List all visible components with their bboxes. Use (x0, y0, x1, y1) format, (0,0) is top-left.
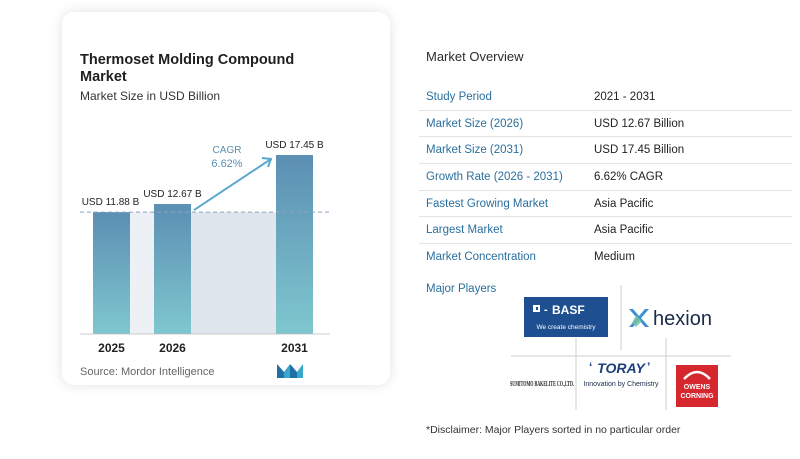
sumitomo-name: SUMITOMO BAKELITE CO.,LTD. (510, 380, 574, 388)
toray-logo: TORAY ‘ ’ Innovation by Chemistry (583, 360, 659, 388)
bar-2025 (93, 212, 130, 334)
major-players-logos: - BASF We create chemistry hexion SUMITO… (510, 285, 731, 410)
row-label: Fastest Growing Market (426, 197, 549, 210)
toray-name: TORAY (597, 360, 646, 376)
overview-title: Market Overview (426, 49, 524, 64)
overview-row-largest-market: Largest Market Asia Pacific (419, 217, 792, 245)
hexion-logo: hexion (629, 308, 712, 330)
svg-text:CORNING: CORNING (680, 393, 714, 400)
chart-card: Thermoset Molding Compound Market Market… (62, 12, 390, 385)
svg-text:’: ’ (647, 360, 650, 374)
disclaimer-text: *Disclaimer: Major Players sorted in no … (426, 424, 681, 436)
overview-row-market-size-2031: Market Size (2031) USD 17.45 Billion (419, 137, 792, 165)
row-value: 6.62% CAGR (594, 170, 664, 183)
row-value: USD 12.67 Billion (594, 117, 685, 130)
svg-text:‘: ‘ (589, 360, 592, 374)
cagr-value: 6.62% (211, 158, 242, 170)
bar-2031 (276, 155, 313, 334)
overview-table: Study Period 2021 - 2031 Market Size (20… (419, 84, 792, 271)
row-label: Largest Market (426, 224, 503, 237)
cagr-label: CAGR (213, 145, 242, 156)
tick-label-2026: 2026 (159, 341, 186, 355)
cagr-arrow (193, 158, 272, 211)
svg-text:-: - (544, 304, 548, 316)
overview-row-study-period: Study Period 2021 - 2031 (419, 84, 792, 111)
overview-row-growth-rate: Growth Rate (2026 - 2031) 6.62% CAGR (419, 164, 792, 191)
major-players-label: Major Players (426, 283, 497, 295)
row-label: Market Size (2031) (426, 144, 524, 157)
mordor-intelligence-logo (277, 364, 303, 383)
row-label: Study Period (426, 90, 492, 103)
basf-name: BASF (552, 303, 585, 317)
sumitomo-logo: SUMITOMO BAKELITE CO.,LTD. (510, 380, 574, 388)
row-label: Growth Rate (2026 - 2031) (426, 170, 563, 183)
data-label-2031: USD 17.45 B (265, 140, 324, 151)
row-value: Asia Pacific (594, 197, 654, 210)
source-note: Source: Mordor Intelligence (80, 366, 215, 378)
toray-tagline: Innovation by Chemistry (583, 381, 659, 388)
chart-subtitle: Market Size in USD Billion (80, 89, 221, 103)
cagr-arrowhead (261, 157, 273, 168)
owens-corning-logo: OWENS CORNING (676, 365, 718, 407)
row-label: Market Concentration (426, 251, 536, 264)
overview-row-fastest-growing: Fastest Growing Market Asia Pacific (419, 191, 792, 218)
basf-logo: - BASF We create chemistry (524, 297, 608, 337)
row-value: Medium (594, 251, 635, 264)
row-value: 2021 - 2031 (594, 90, 656, 103)
data-label-2026: USD 12.67 B (143, 189, 202, 200)
tick-label-2025: 2025 (98, 341, 125, 355)
market-overview-panel: Market Overview Study Period 2021 - 2031… (406, 0, 800, 459)
basf-tagline: We create chemistry (536, 324, 596, 331)
overview-row-market-size-2026: Market Size (2026) USD 12.67 Billion (419, 111, 792, 138)
tick-label-2031: 2031 (281, 341, 308, 355)
row-value: USD 17.45 Billion (594, 144, 685, 157)
row-label: Market Size (2026) (426, 117, 524, 130)
overview-row-concentration: Market Concentration Medium (419, 244, 792, 271)
row-value: Asia Pacific (594, 224, 654, 237)
gap-band (130, 212, 154, 334)
hexion-name: hexion (653, 308, 712, 330)
growth-band (191, 212, 276, 334)
svg-text:OWENS: OWENS (684, 384, 711, 391)
bar-2026 (154, 204, 191, 334)
chart-title: Thermoset Molding Compound Market (80, 52, 295, 85)
data-label-2025: USD 11.88 B (82, 197, 140, 208)
